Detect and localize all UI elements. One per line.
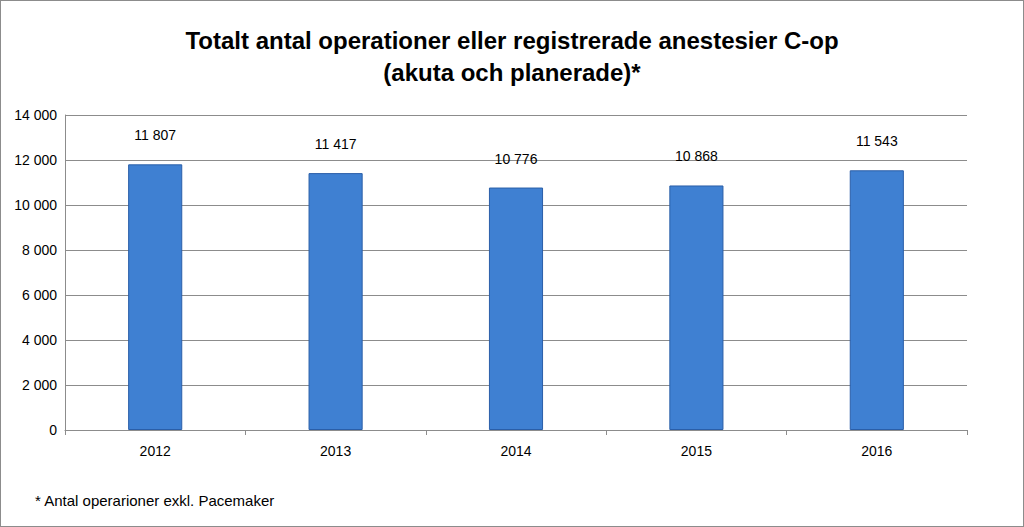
svg-text:2014: 2014 <box>500 443 531 459</box>
svg-text:14 000: 14 000 <box>14 107 57 123</box>
svg-text:10 000: 10 000 <box>14 197 57 213</box>
svg-text:11 543: 11 543 <box>856 133 898 149</box>
svg-text:2 000: 2 000 <box>22 377 57 393</box>
svg-text:6 000: 6 000 <box>22 287 57 303</box>
svg-text:11 807: 11 807 <box>134 127 176 143</box>
svg-text:2012: 2012 <box>140 443 171 459</box>
svg-text:10 776: 10 776 <box>495 151 538 167</box>
svg-text:Totalt antal operationer eller: Totalt antal operationer eller registrer… <box>185 27 838 54</box>
svg-text:12 000: 12 000 <box>14 152 57 168</box>
svg-text:8 000: 8 000 <box>22 242 57 258</box>
svg-text:* Antal operarioner exkl. Pace: * Antal operarioner exkl. Pacemaker <box>35 492 274 509</box>
svg-text:2013: 2013 <box>320 443 351 459</box>
svg-text:4 000: 4 000 <box>22 332 57 348</box>
svg-text:2015: 2015 <box>681 443 712 459</box>
svg-text:11 417: 11 417 <box>315 136 357 152</box>
svg-text:2016: 2016 <box>861 443 892 459</box>
svg-text:10 868: 10 868 <box>675 148 718 164</box>
svg-text:0: 0 <box>49 422 57 438</box>
svg-text:(akuta och planerade)*: (akuta och planerade)* <box>383 59 641 86</box>
